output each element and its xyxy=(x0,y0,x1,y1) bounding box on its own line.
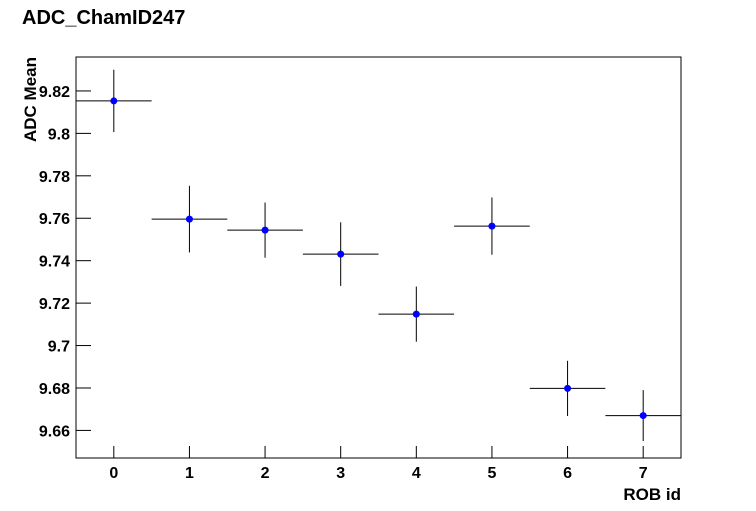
point xyxy=(488,222,496,230)
x-tick-label: 5 xyxy=(487,465,496,482)
y-tick-label: 9.82 xyxy=(39,84,70,101)
y-tick-label: 9.76 xyxy=(39,211,70,228)
point xyxy=(412,310,420,318)
y-axis-title: ADC Mean xyxy=(21,57,40,142)
y-tick-label: 9.68 xyxy=(39,381,70,398)
point xyxy=(110,97,118,105)
point xyxy=(261,226,269,234)
point xyxy=(337,250,345,258)
point xyxy=(639,412,647,420)
y-tick-label: 9.7 xyxy=(48,339,70,356)
point xyxy=(564,384,572,392)
plot-frame xyxy=(75,56,682,459)
x-tick-label: 6 xyxy=(563,465,572,482)
x-tick-label: 4 xyxy=(412,465,421,482)
x-axis-title: ROB id xyxy=(623,485,681,504)
x-tick-label: 2 xyxy=(261,465,270,482)
y-tick-label: 9.66 xyxy=(39,423,70,440)
x-tick-label: 0 xyxy=(109,465,118,482)
y-tick-label: 9.72 xyxy=(39,296,70,313)
y-tick-label: 9.74 xyxy=(39,254,70,271)
x-tick-label: 1 xyxy=(185,465,194,482)
y-tick-label: 9.78 xyxy=(39,169,70,186)
x-tick-label: 3 xyxy=(336,465,345,482)
chart-title: ADC_ChamID247 xyxy=(22,7,185,29)
x-tick-label: 7 xyxy=(639,465,648,482)
y-tick-label: 9.8 xyxy=(48,126,70,143)
point xyxy=(185,215,193,223)
